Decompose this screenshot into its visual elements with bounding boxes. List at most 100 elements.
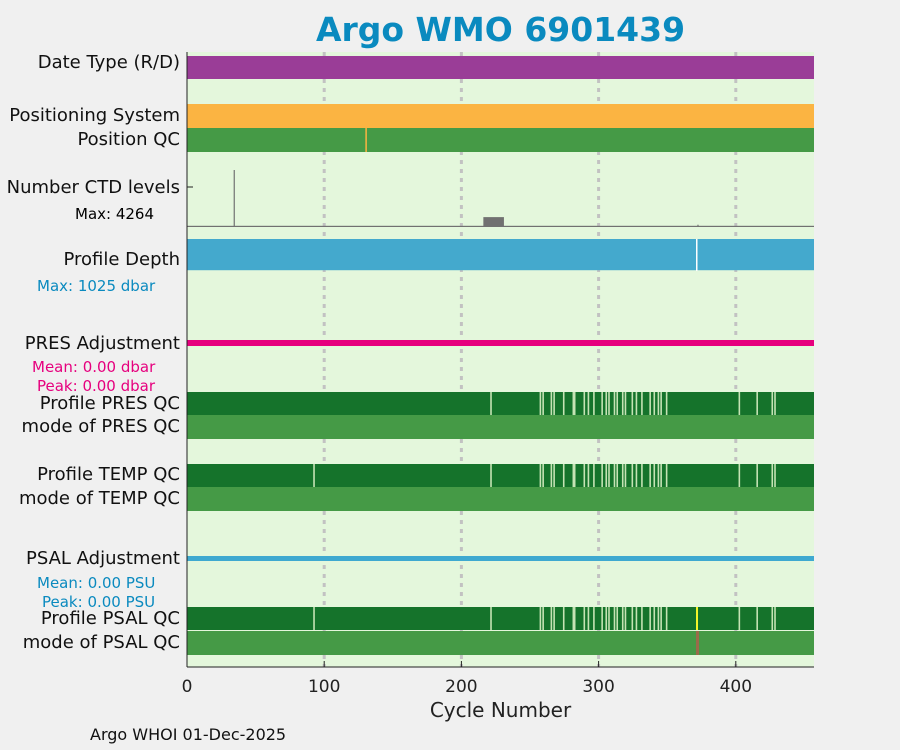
profile-psal-qc-gap (587, 607, 590, 630)
profile-pres-qc-gap (490, 392, 492, 415)
mode-psal-qc-bar (187, 631, 814, 655)
profile-psal-qc-gap (550, 607, 553, 630)
ctd-levels-spike (697, 224, 699, 227)
profile-psal-qc-gap (756, 607, 758, 630)
profile-psal-qc-gap (738, 607, 741, 630)
profile-pres-qc-gap (641, 392, 643, 415)
profile-psal-qc-gap (660, 607, 662, 630)
profile-temp-qc-gap (313, 464, 315, 487)
profile-psal-qc-gap (631, 607, 634, 630)
profile-temp-qc-gap (657, 464, 660, 487)
profile-temp-qc-gap (542, 464, 544, 487)
profile-psal-qc-gap (616, 607, 619, 630)
profile-psal-qc-gap (593, 607, 595, 630)
profile-temp-qc-gap (621, 464, 624, 487)
label-profile-psal-qc: Profile PSAL QC (40, 608, 180, 629)
label-pres-adjustment: PRES Adjustment (24, 333, 180, 354)
profile-temp-qc-gap (550, 464, 553, 487)
profile-pres-qc-gap (756, 392, 758, 415)
profile-psal-qc-gap (649, 607, 651, 630)
profile-pres-qc-gap (593, 392, 595, 415)
profile-temp-qc-gap (573, 464, 576, 487)
profile-temp-qc-gap (613, 464, 616, 487)
profile-pres-qc-gap (539, 392, 542, 415)
label-profile-depth: Profile Depth (63, 249, 180, 270)
psal-adjustment-mean: Mean: 0.00 PSU (37, 574, 156, 592)
profile-pres-qc-gap (657, 392, 660, 415)
profile-psal-qc-gap (313, 607, 315, 630)
profile-psal-qc-gap (774, 607, 776, 630)
x-tick-label-300: 300 (582, 677, 614, 697)
profile-pres-qc-gap (621, 392, 624, 415)
x-tick-label-400: 400 (720, 677, 752, 697)
profile-temp-qc-gap (593, 464, 595, 487)
label-mode-pres-qc: mode of PRES QC (21, 416, 180, 437)
pres-adjustment-line (187, 340, 814, 346)
profile-pres-qc-gap (605, 392, 608, 415)
profile-psal-qc-probably-good (696, 607, 699, 630)
profile-temp-qc-gap (771, 464, 774, 487)
x-tick-label-100: 100 (308, 677, 340, 697)
mode-psal-qc-flag (696, 631, 700, 655)
profile-temp-qc-gap (608, 464, 610, 487)
profile-psal-qc-bar (187, 607, 814, 630)
profile-temp-qc-gap (774, 464, 776, 487)
profile-pres-qc-gap (771, 392, 774, 415)
label-profile-pres-qc: Profile PRES QC (39, 393, 180, 414)
x-tick-label-200: 200 (445, 677, 477, 697)
data-type-bar (187, 56, 814, 79)
profile-temp-qc-gap (653, 464, 656, 487)
profile-temp-qc-gap (587, 464, 590, 487)
profile-psal-qc-gap (621, 607, 624, 630)
profile-psal-qc-gap (601, 607, 603, 630)
label-ctd-levels: Number CTD levels (6, 177, 180, 198)
label-psal-adjustment: PSAL Adjustment (25, 548, 180, 569)
profile-pres-qc-gap (550, 392, 553, 415)
ctd-levels-spike (233, 170, 235, 227)
label-positioning-system: Positioning System (9, 105, 180, 126)
x-tick-label-0: 0 (182, 677, 193, 697)
x-axis-label: Cycle Number (429, 698, 572, 722)
profile-pres-qc-gap (587, 392, 590, 415)
profile-psal-qc-gap (624, 607, 627, 630)
profile-psal-qc-gap (572, 607, 575, 630)
chart-title: Argo WMO 6901439 (315, 10, 686, 49)
profile-depth-bar (187, 239, 814, 271)
profile-pres-qc-gap (649, 392, 651, 415)
profile-pres-qc-gap (624, 392, 627, 415)
profile-pres-qc-gap (601, 392, 603, 415)
profile-temp-qc-gap (635, 464, 638, 487)
pres-adjustment-peak: Peak: 0.00 dbar (37, 377, 156, 395)
profile-pres-qc-gap (562, 392, 565, 415)
profile-temp-qc-gap (601, 464, 603, 487)
profile-psal-qc-gap (583, 607, 586, 630)
profile-temp-qc-gap (738, 464, 741, 487)
label-position-qc: Position QC (77, 129, 180, 150)
ctd-levels-block (483, 217, 504, 227)
profile-temp-qc-gap (624, 464, 627, 487)
profile-pres-qc-gap (660, 392, 662, 415)
profile-temp-qc-gap (756, 464, 758, 487)
profile-psal-qc-gap (771, 607, 774, 630)
profile-psal-qc-gap (657, 607, 660, 630)
profile-temp-qc-gap (660, 464, 662, 487)
profile-pres-qc-gap (583, 392, 586, 415)
label-mode-psal-qc: mode of PSAL QC (22, 632, 180, 653)
profile-pres-qc-gap (608, 392, 610, 415)
profile-psal-qc-gap (562, 607, 565, 630)
profile-psal-qc-gap (539, 607, 542, 630)
position-qc-bar (187, 128, 814, 152)
profile-pres-qc-gap (542, 392, 544, 415)
profile-temp-qc-bar (187, 464, 814, 487)
profile-temp-qc-gap (605, 464, 608, 487)
profile-pres-qc-gap (553, 392, 555, 415)
profile-pres-qc-gap (616, 392, 619, 415)
profile-temp-qc-gap (539, 464, 542, 487)
profile-temp-qc-gap (616, 464, 619, 487)
position-qc-flag (365, 128, 367, 152)
profile-pres-qc-gap (665, 392, 668, 415)
pres-adjustment-mean: Mean: 0.00 dbar (32, 358, 156, 376)
profile-temp-qc-gap (665, 464, 668, 487)
ctd-levels-max: Max: 4264 (75, 205, 155, 223)
